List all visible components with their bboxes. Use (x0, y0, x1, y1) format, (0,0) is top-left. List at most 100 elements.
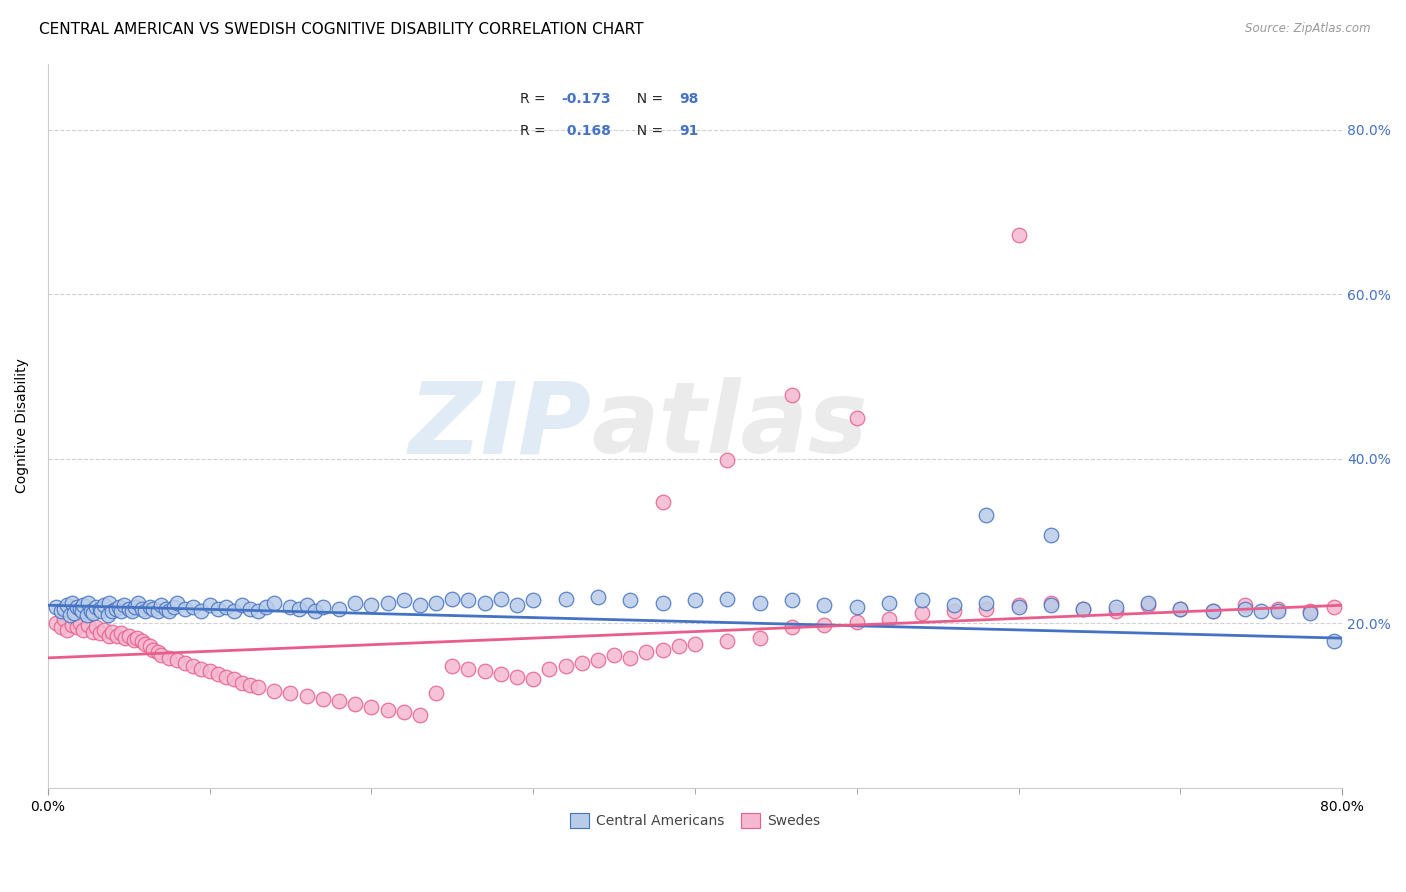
Point (845, 599, 868, 614)
Point (344, 697, 367, 711)
Point (1073, 601, 1095, 615)
Point (124, 599, 146, 614)
Point (506, 670, 529, 684)
Point (93, 623, 115, 637)
Point (101, 624, 124, 639)
Point (45, 599, 67, 614)
Point (198, 599, 221, 613)
Point (215, 599, 238, 614)
Point (1040, 527, 1063, 541)
Point (49, 620, 72, 634)
Point (344, 596, 367, 610)
Text: atlas: atlas (592, 377, 868, 475)
Point (619, 593, 641, 607)
Point (506, 599, 529, 613)
Point (538, 662, 561, 676)
Point (845, 615, 868, 629)
Point (62, 607, 84, 621)
Point (263, 683, 285, 698)
Point (522, 673, 544, 687)
Point (845, 410, 868, 425)
Point (104, 601, 127, 615)
Point (489, 591, 512, 606)
Point (146, 645, 169, 659)
Point (910, 607, 932, 621)
Point (974, 601, 997, 615)
Point (780, 387, 803, 401)
Point (1323, 634, 1346, 648)
Point (80, 604, 103, 618)
Point (813, 618, 835, 632)
Point (409, 708, 432, 723)
Point (52, 612, 75, 626)
Point (52, 601, 75, 615)
Point (134, 604, 156, 618)
Text: N =: N = (627, 124, 668, 137)
Point (76, 608, 98, 623)
Point (247, 681, 270, 695)
Point (122, 632, 145, 647)
Point (586, 590, 609, 604)
Point (942, 604, 965, 618)
Point (166, 653, 188, 667)
Point (748, 596, 770, 610)
Point (910, 593, 932, 607)
Text: 91: 91 (679, 124, 699, 137)
Point (877, 596, 900, 610)
Point (287, 601, 309, 615)
Point (780, 620, 803, 634)
Point (651, 596, 673, 610)
Point (716, 634, 738, 648)
Point (1007, 228, 1029, 243)
Legend: Central Americans, Swedes: Central Americans, Swedes (562, 806, 827, 835)
Point (89, 601, 111, 615)
Point (748, 631, 770, 645)
Point (668, 640, 690, 654)
Point (174, 656, 197, 670)
Point (554, 659, 576, 673)
Point (1234, 601, 1257, 615)
Point (150, 648, 173, 662)
Point (425, 596, 447, 610)
Point (215, 670, 238, 684)
Point (942, 599, 965, 613)
Point (183, 659, 205, 673)
Point (190, 604, 212, 618)
Point (457, 593, 479, 607)
Point (222, 604, 245, 618)
Point (90, 604, 112, 618)
Text: ZIP: ZIP (409, 377, 592, 475)
Point (457, 662, 479, 676)
Point (157, 604, 180, 618)
Point (45, 616, 67, 631)
Point (619, 651, 641, 665)
Point (1323, 599, 1346, 614)
Point (72, 599, 94, 613)
Point (1040, 596, 1063, 610)
Point (163, 599, 186, 614)
Point (121, 604, 143, 618)
Point (280, 599, 302, 614)
Y-axis label: Cognitive Disability: Cognitive Disability (15, 359, 30, 493)
Point (813, 599, 835, 613)
Point (304, 604, 326, 618)
Point (522, 593, 544, 607)
Point (198, 664, 221, 678)
Point (1202, 604, 1225, 618)
Point (142, 642, 165, 657)
Point (651, 642, 673, 657)
Text: Source: ZipAtlas.com: Source: ZipAtlas.com (1246, 22, 1371, 36)
Point (1105, 599, 1128, 614)
Point (280, 686, 302, 700)
Point (312, 599, 335, 614)
Point (114, 631, 136, 645)
Point (1073, 601, 1095, 615)
Point (66, 620, 89, 634)
Point (89, 626, 111, 640)
Point (409, 599, 432, 613)
Point (683, 637, 706, 651)
Point (231, 675, 253, 690)
Point (231, 599, 253, 613)
Point (98, 629, 121, 643)
Text: 98: 98 (679, 92, 699, 106)
